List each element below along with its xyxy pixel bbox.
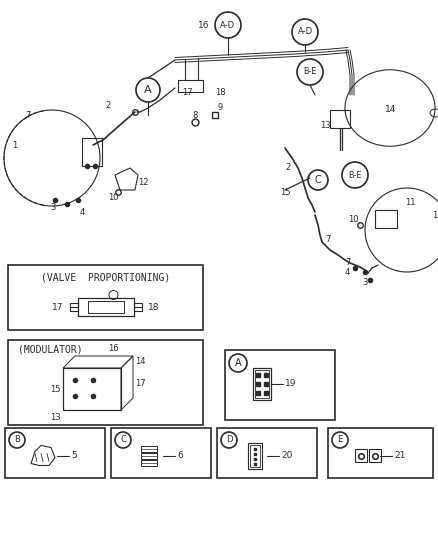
Text: 17: 17 bbox=[135, 379, 145, 389]
Text: 1: 1 bbox=[432, 211, 437, 220]
Text: 4: 4 bbox=[345, 268, 350, 277]
Text: 11: 11 bbox=[405, 198, 416, 207]
Text: 18: 18 bbox=[148, 303, 159, 311]
Text: 3: 3 bbox=[50, 203, 55, 212]
Text: 13: 13 bbox=[50, 413, 61, 422]
Bar bbox=[141, 446, 157, 451]
Text: (MODULATOR): (MODULATOR) bbox=[18, 345, 83, 355]
Text: 9: 9 bbox=[218, 103, 223, 112]
Text: 16: 16 bbox=[108, 344, 118, 353]
Bar bbox=[134, 303, 141, 311]
Bar bbox=[8, 340, 203, 425]
Bar bbox=[248, 442, 262, 469]
Text: 5: 5 bbox=[71, 451, 77, 460]
Bar bbox=[369, 448, 381, 462]
Bar bbox=[82, 138, 102, 166]
Text: 18: 18 bbox=[215, 88, 226, 97]
Text: 14: 14 bbox=[385, 105, 396, 114]
Bar bbox=[225, 350, 335, 420]
Text: 20: 20 bbox=[281, 451, 293, 460]
Bar bbox=[178, 80, 203, 92]
Text: 16: 16 bbox=[198, 21, 209, 30]
Bar bbox=[255, 370, 269, 398]
Text: 1: 1 bbox=[12, 141, 17, 150]
Text: 8: 8 bbox=[192, 111, 198, 120]
Text: C: C bbox=[314, 175, 321, 185]
Text: B-E: B-E bbox=[303, 68, 317, 77]
Text: 13: 13 bbox=[320, 121, 331, 130]
Text: 7: 7 bbox=[325, 235, 330, 244]
Text: 4: 4 bbox=[80, 208, 85, 217]
Bar bbox=[328, 428, 433, 478]
Text: B: B bbox=[14, 435, 20, 445]
Bar bbox=[375, 210, 397, 228]
Text: C: C bbox=[120, 435, 126, 445]
Text: 6: 6 bbox=[177, 451, 183, 460]
Text: 2: 2 bbox=[285, 163, 290, 172]
Text: 2: 2 bbox=[105, 101, 110, 110]
Bar bbox=[5, 428, 105, 478]
Bar bbox=[88, 301, 124, 313]
Text: 3: 3 bbox=[362, 278, 367, 287]
Bar bbox=[141, 459, 157, 465]
Bar bbox=[111, 428, 211, 478]
Text: A-D: A-D bbox=[220, 20, 236, 29]
Text: 10: 10 bbox=[348, 215, 358, 224]
Bar bbox=[250, 445, 260, 466]
Bar bbox=[253, 368, 271, 400]
Text: 7: 7 bbox=[345, 258, 350, 267]
Bar bbox=[63, 368, 121, 410]
Text: D: D bbox=[226, 435, 232, 445]
Text: E: E bbox=[337, 435, 343, 445]
Bar bbox=[78, 298, 134, 316]
Bar bbox=[141, 453, 157, 458]
Text: 15: 15 bbox=[50, 384, 61, 393]
Bar bbox=[8, 265, 203, 330]
Text: A: A bbox=[235, 358, 241, 368]
Bar bbox=[355, 448, 367, 462]
Text: 17: 17 bbox=[182, 88, 193, 97]
Bar bbox=[330, 110, 350, 128]
Text: B-E: B-E bbox=[348, 171, 362, 180]
Bar bbox=[70, 303, 78, 311]
Text: A: A bbox=[144, 85, 152, 95]
Text: (VALVE  PROPORTIONING): (VALVE PROPORTIONING) bbox=[41, 272, 170, 282]
Text: 7: 7 bbox=[25, 111, 30, 120]
Text: 12: 12 bbox=[138, 178, 148, 187]
Text: A-D: A-D bbox=[297, 28, 313, 36]
Text: 19: 19 bbox=[285, 379, 297, 389]
Text: 14: 14 bbox=[135, 357, 145, 366]
Bar bbox=[217, 428, 317, 478]
Text: 17: 17 bbox=[52, 303, 64, 311]
Text: 21: 21 bbox=[394, 451, 405, 460]
Text: 15: 15 bbox=[280, 188, 290, 197]
Text: 10: 10 bbox=[108, 193, 119, 202]
